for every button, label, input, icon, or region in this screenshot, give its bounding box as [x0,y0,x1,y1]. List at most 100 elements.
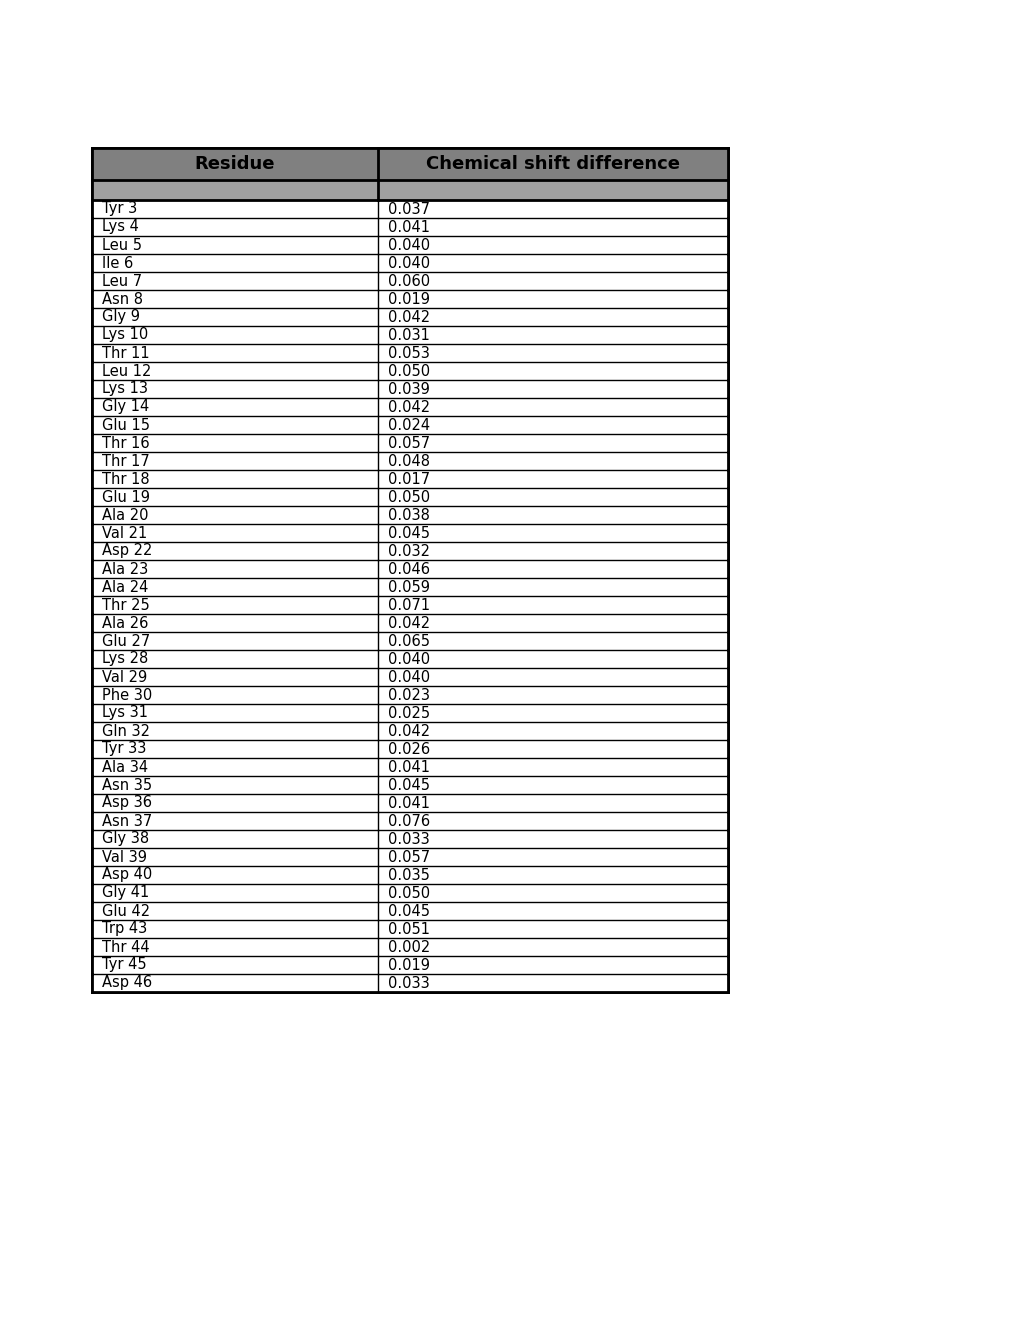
Bar [92,776,728,795]
Text: 0.050: 0.050 [387,363,430,379]
Bar [92,488,728,506]
Bar [92,847,728,866]
Bar [92,380,728,399]
Bar [92,236,728,253]
Text: Glu 27: Glu 27 [102,634,150,648]
Bar [92,290,728,308]
Bar [92,578,728,597]
Text: 0.041: 0.041 [387,219,430,235]
Bar [92,326,728,345]
Bar [92,632,728,649]
Text: 0.053: 0.053 [387,346,429,360]
Text: Tyr 45: Tyr 45 [102,957,147,973]
Bar [92,543,728,560]
Text: Leu 5: Leu 5 [102,238,142,252]
Text: Glu 42: Glu 42 [102,903,150,919]
Bar [92,939,728,956]
Text: 0.042: 0.042 [387,723,430,738]
Text: Ala 24: Ala 24 [102,579,148,594]
Text: 0.045: 0.045 [387,903,430,919]
Text: 0.042: 0.042 [387,400,430,414]
Text: Glu 19: Glu 19 [102,490,150,504]
Bar [92,956,728,974]
Text: 0.076: 0.076 [387,813,430,829]
Text: Val 39: Val 39 [102,850,147,865]
Bar [92,345,728,362]
Bar [92,451,728,470]
Text: 0.017: 0.017 [387,471,430,487]
Bar [92,649,728,668]
Bar [92,830,728,847]
Text: Gln 32: Gln 32 [102,723,150,738]
Text: 0.040: 0.040 [387,256,430,271]
Text: Thr 17: Thr 17 [102,454,150,469]
Bar [92,722,728,741]
Text: 0.071: 0.071 [387,598,430,612]
Text: Lys 10: Lys 10 [102,327,148,342]
Text: Val 29: Val 29 [102,669,147,685]
Text: Ile 6: Ile 6 [102,256,133,271]
Text: Gly 9: Gly 9 [102,309,140,325]
Text: 0.060: 0.060 [387,273,430,289]
Text: Lys 13: Lys 13 [102,381,148,396]
Text: 0.041: 0.041 [387,796,430,810]
Bar [92,812,728,830]
Text: 0.042: 0.042 [387,615,430,631]
Text: Asp 36: Asp 36 [102,796,152,810]
Bar [92,704,728,722]
Bar [92,470,728,488]
Text: 0.041: 0.041 [387,759,430,775]
Text: Asp 46: Asp 46 [102,975,152,990]
Text: Thr 25: Thr 25 [102,598,150,612]
Bar [92,902,728,920]
Text: Asn 35: Asn 35 [102,777,152,792]
Text: 0.051: 0.051 [387,921,430,936]
Text: Thr 11: Thr 11 [102,346,150,360]
Text: Thr 18: Thr 18 [102,471,150,487]
Bar [92,272,728,290]
Bar [92,974,728,993]
Bar [92,524,728,543]
Text: 0.050: 0.050 [387,886,430,900]
Text: 0.035: 0.035 [387,867,429,883]
Bar [92,201,728,218]
Text: Leu 7: Leu 7 [102,273,142,289]
Text: Thr 44: Thr 44 [102,940,150,954]
Text: Ala 26: Ala 26 [102,615,148,631]
Text: 0.057: 0.057 [387,850,430,865]
Text: Asn 8: Asn 8 [102,292,143,306]
Text: 0.002: 0.002 [387,940,430,954]
Text: 0.026: 0.026 [387,742,430,756]
Text: 0.038: 0.038 [387,507,429,523]
Text: 0.042: 0.042 [387,309,430,325]
Text: Asn 37: Asn 37 [102,813,152,829]
Text: Lys 28: Lys 28 [102,652,148,667]
Text: Tyr 3: Tyr 3 [102,202,138,216]
Text: 0.040: 0.040 [387,669,430,685]
Text: 0.050: 0.050 [387,490,430,504]
Text: 0.019: 0.019 [387,957,430,973]
Text: 0.039: 0.039 [387,381,429,396]
Bar [92,741,728,758]
Bar [92,434,728,451]
Text: 0.048: 0.048 [387,454,430,469]
Text: Residue: Residue [195,154,275,173]
Text: 0.019: 0.019 [387,292,430,306]
Text: 0.059: 0.059 [387,579,430,594]
Text: 0.065: 0.065 [387,634,430,648]
Text: Lys 4: Lys 4 [102,219,139,235]
Text: 0.031: 0.031 [387,327,429,342]
Bar [92,758,728,776]
Text: Glu 15: Glu 15 [102,417,150,433]
Text: Tyr 33: Tyr 33 [102,742,147,756]
Text: 0.057: 0.057 [387,436,430,450]
Bar [92,416,728,434]
Text: Phe 30: Phe 30 [102,688,152,702]
Bar [92,920,728,939]
Text: 0.033: 0.033 [387,832,429,846]
Text: Gly 38: Gly 38 [102,832,149,846]
Bar [92,308,728,326]
Text: Asp 40: Asp 40 [102,867,152,883]
Text: Trp 43: Trp 43 [102,921,147,936]
Bar [92,362,728,380]
